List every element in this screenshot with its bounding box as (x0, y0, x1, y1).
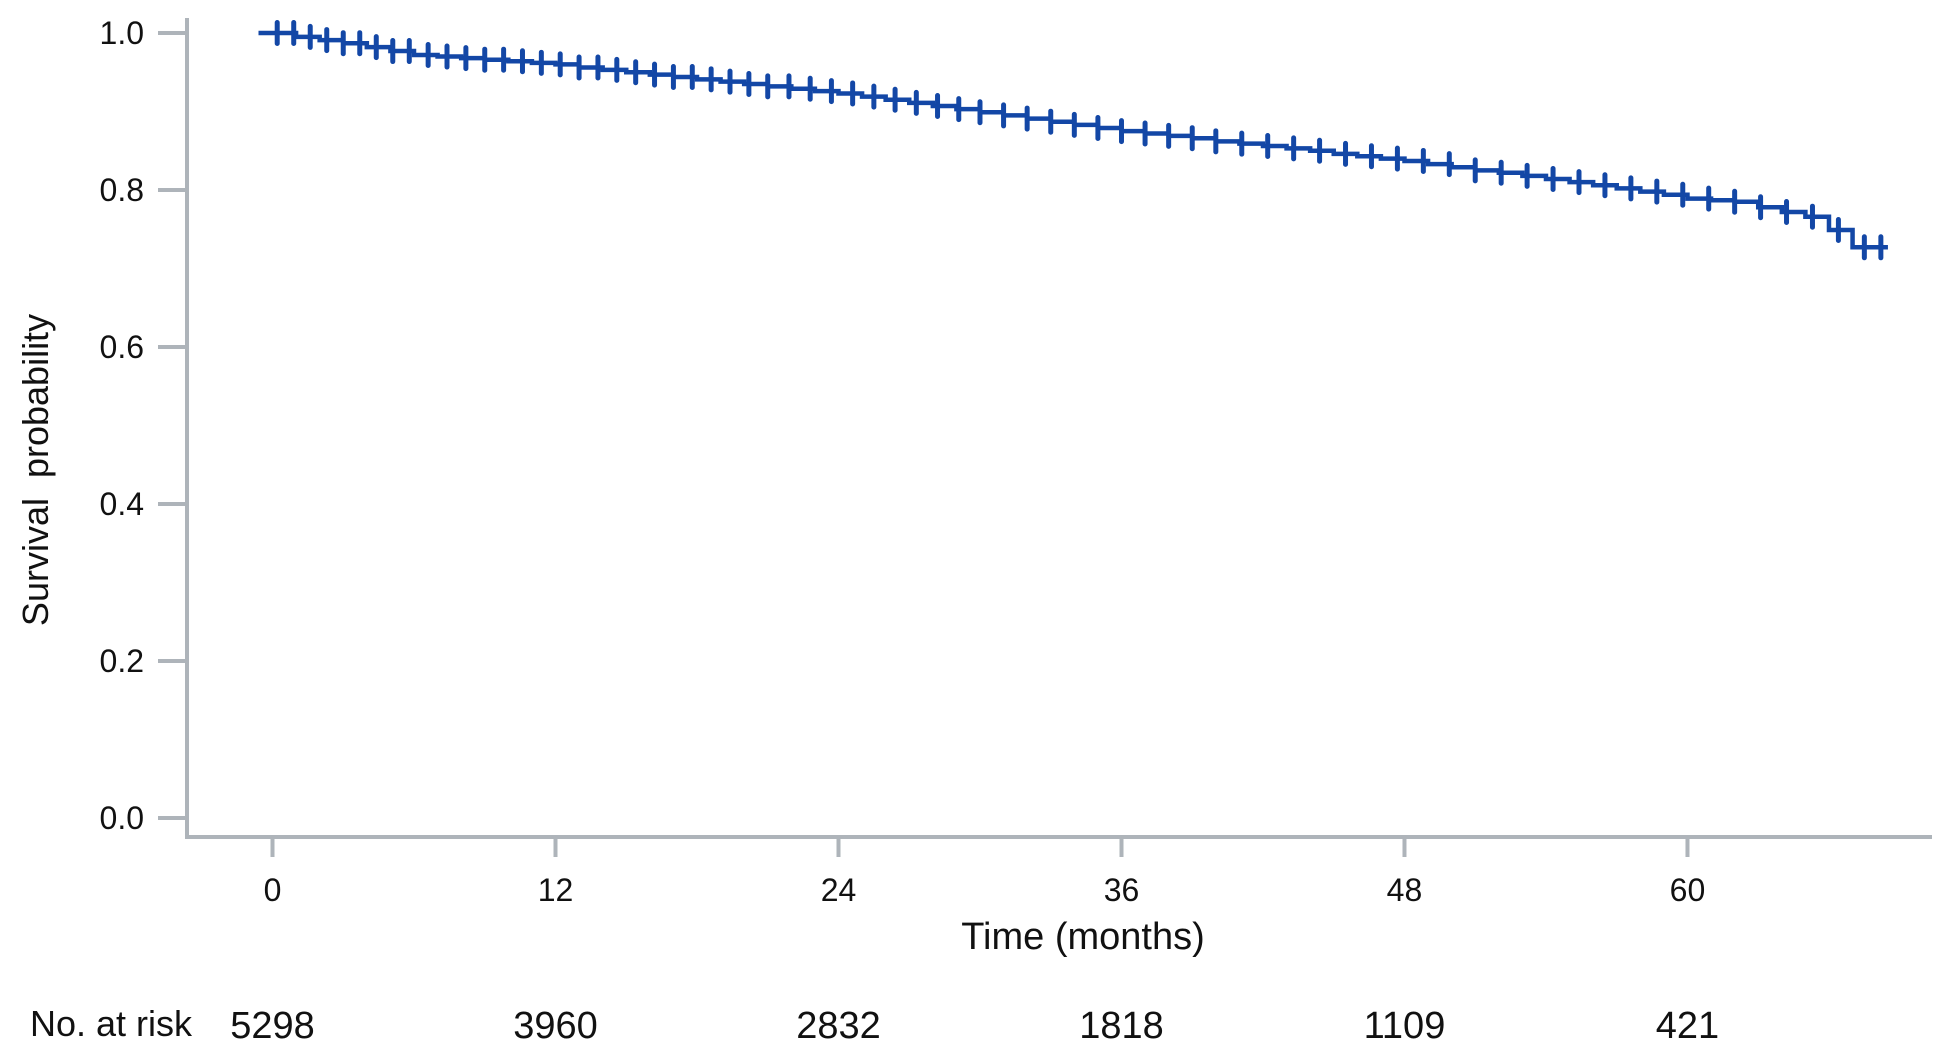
risk-count: 2832 (796, 1005, 881, 1047)
y-tick-label: 1.0 (99, 15, 144, 51)
y-tick-label: 0.4 (99, 486, 144, 522)
censor-marks (274, 20, 1884, 261)
risk-count: 3960 (513, 1005, 598, 1047)
y-axis-title: Survival probability (15, 313, 56, 627)
x-tick-label: 36 (1103, 872, 1140, 908)
x-axis-ticks (270, 839, 1690, 857)
risk-count: 421 (1655, 1005, 1720, 1047)
x-tick-label: 48 (1386, 872, 1423, 908)
risk-table-label: No. at risk (30, 1003, 193, 1044)
y-tick-label: 0.6 (99, 329, 144, 365)
risk-count: 5298 (230, 1005, 315, 1047)
risk-count: 1818 (1079, 1005, 1164, 1047)
risk-count: 1109 (1363, 1005, 1446, 1047)
y-axis-ticks (158, 31, 186, 820)
x-tick-label: 24 (820, 872, 857, 908)
y-tick-label: 0.2 (99, 643, 144, 679)
y-tick-label: 0.0 (99, 800, 144, 836)
x-tick-label: 0 (263, 872, 282, 908)
y-tick-label: 0.8 (99, 172, 144, 208)
x-tick-label: 60 (1669, 872, 1706, 908)
x-tick-label: 12 (537, 872, 574, 908)
x-axis-title: Time (months) (961, 916, 1205, 958)
